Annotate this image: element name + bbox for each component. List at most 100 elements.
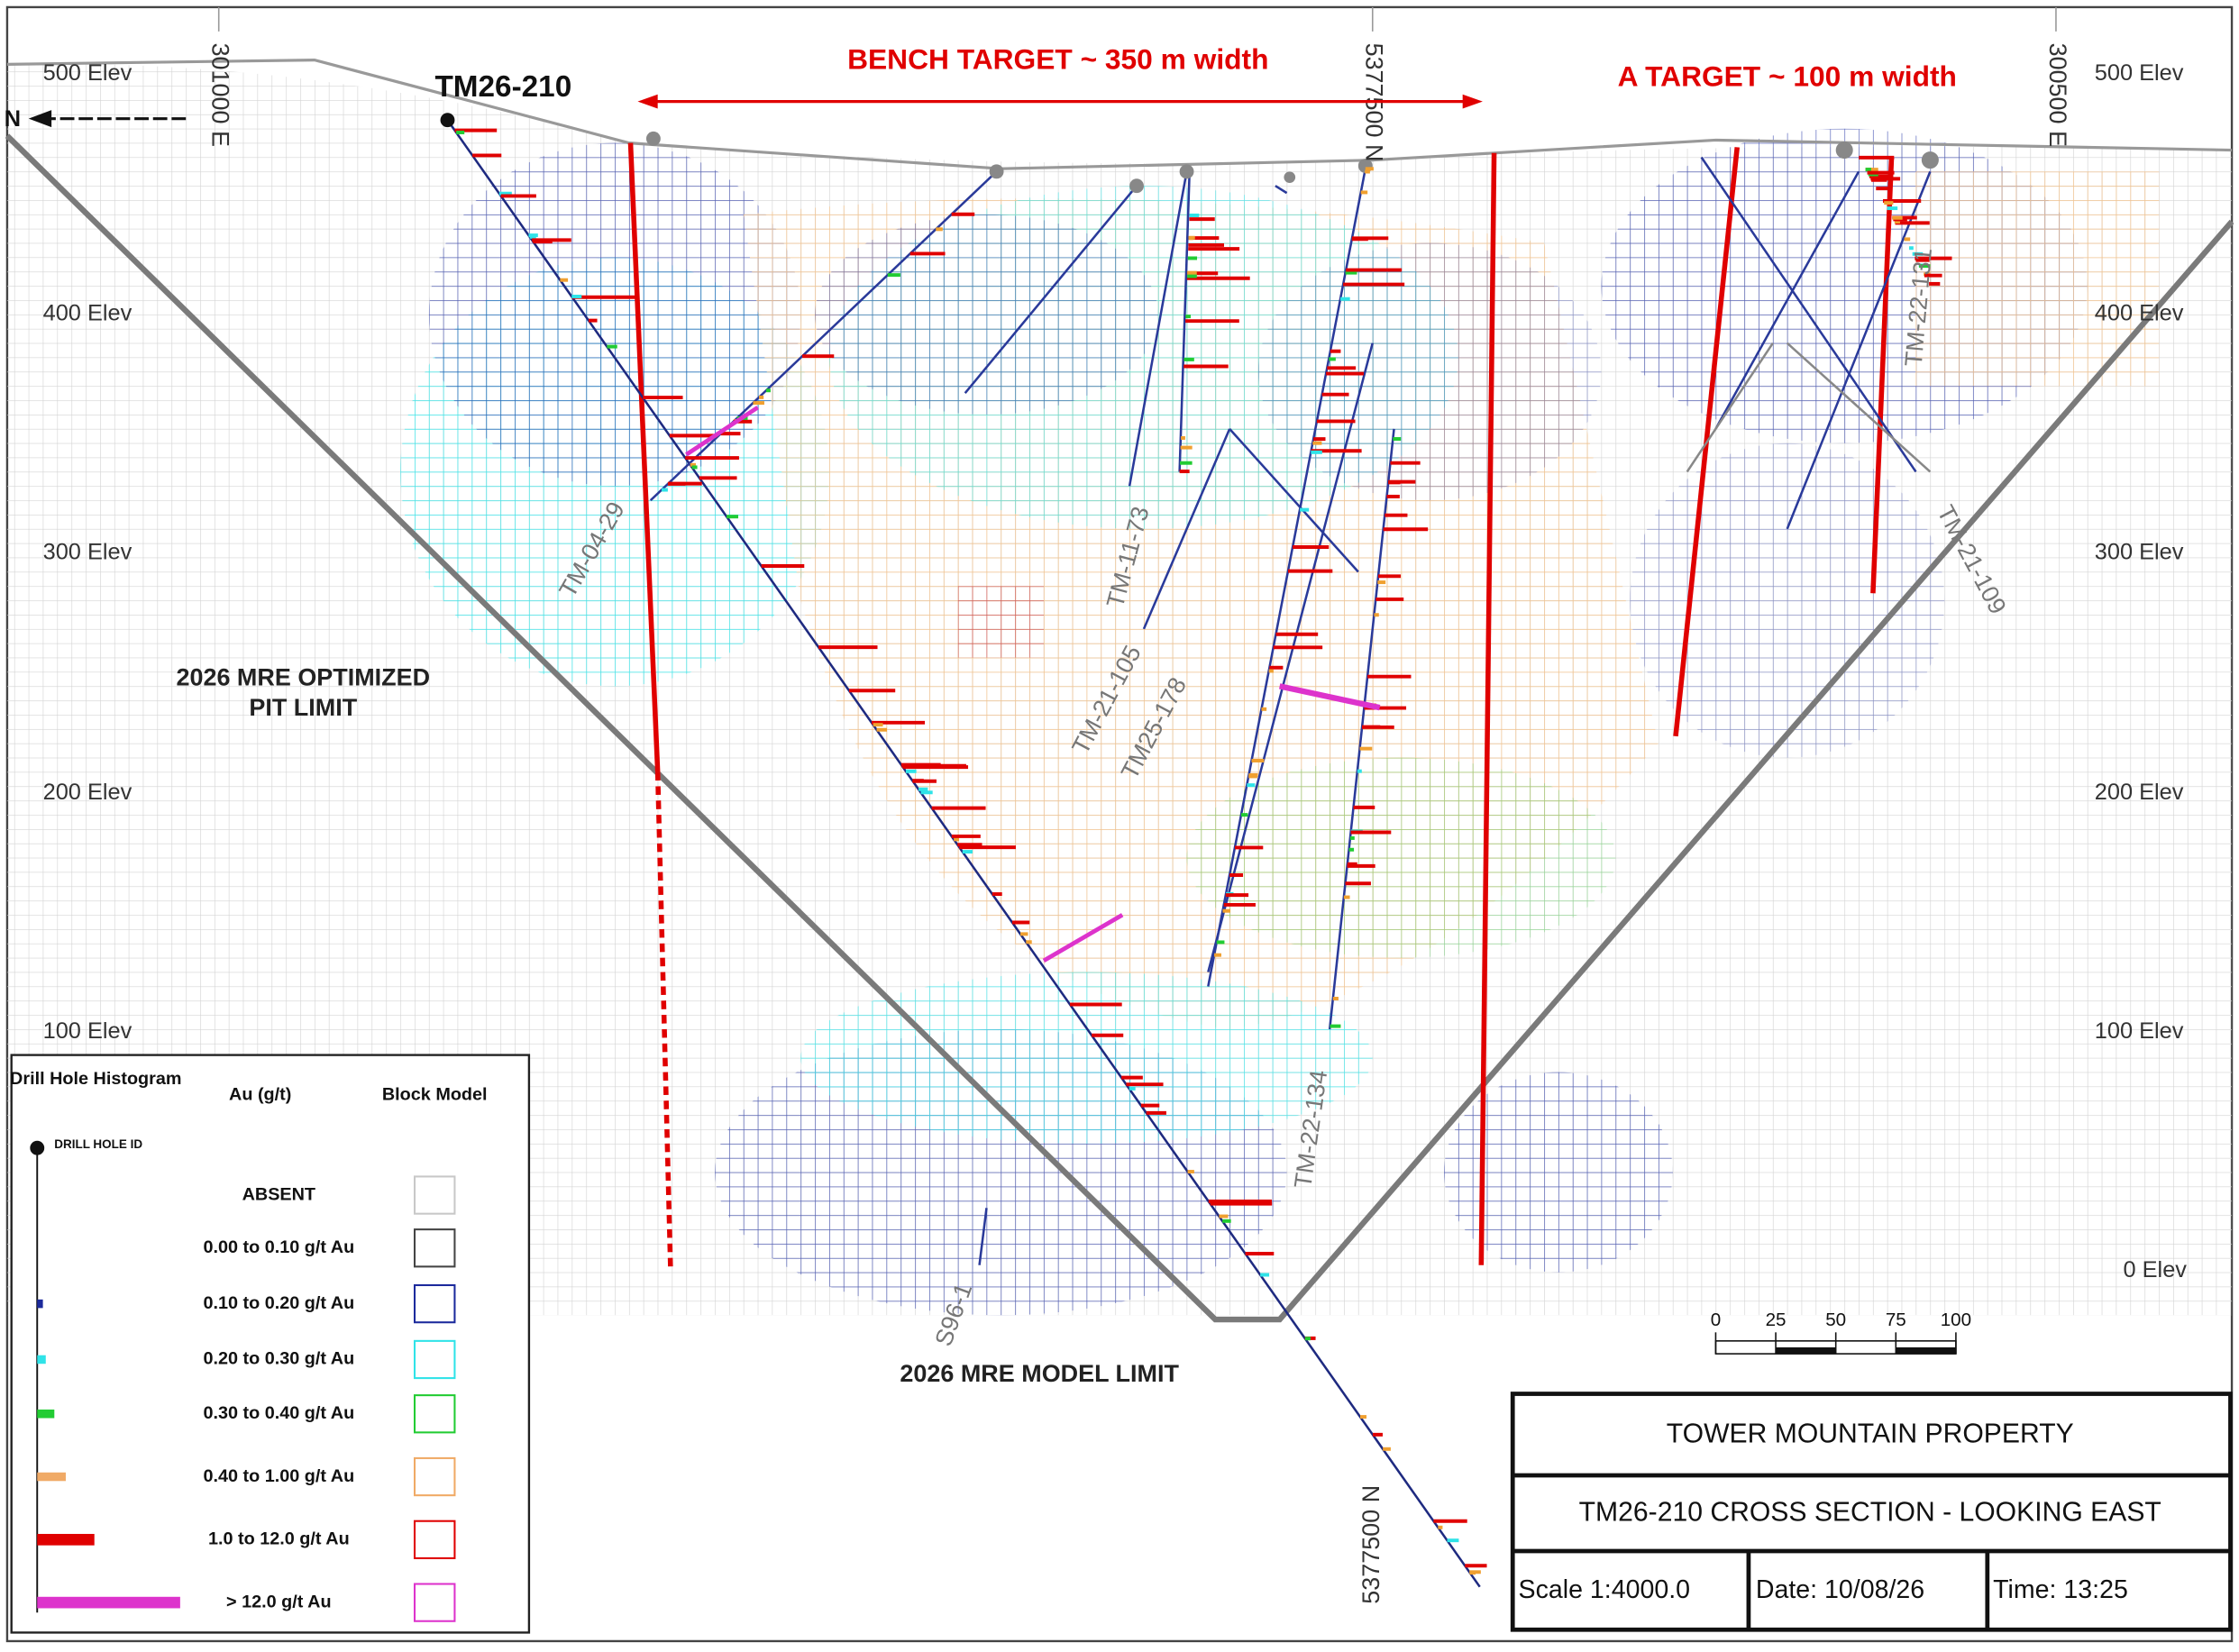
elevation-label: 0 Elev: [2124, 1257, 2188, 1282]
legend-swatch: [413, 1520, 456, 1559]
elevation-label: 100 Elev: [43, 1018, 133, 1044]
assay-bar: [1278, 683, 1381, 711]
drill-hole: [978, 1208, 988, 1265]
elevation-label: 400 Elev: [43, 301, 133, 326]
block-zone: [957, 586, 1044, 658]
drill-hole: [1786, 342, 1932, 473]
title-property: TOWER MOUNTAIN PROPERTY: [1667, 1419, 2074, 1448]
drill-hole: [1207, 342, 1374, 972]
scale-bar-label: 25: [1766, 1310, 1787, 1330]
drill-hole: [1178, 171, 1191, 472]
coordinate-label: 300500 E: [2044, 43, 2071, 147]
drill-hole: [1714, 170, 1860, 430]
elevation-label: 400 Elev: [2095, 301, 2184, 326]
elevation-label: 100 Elev: [2095, 1018, 2184, 1044]
drill-collar: [1284, 171, 1296, 184]
legend-label: 0.40 to 1.00 g/t Au: [203, 1466, 354, 1486]
drill-hole: [1142, 428, 1231, 630]
drill-hole: [1275, 185, 1288, 195]
title-time: Time: 13:25: [1993, 1575, 2128, 1604]
drill-hole: [1128, 171, 1188, 487]
legend-histogram-bar: [37, 1355, 46, 1364]
scale-bar-label: 50: [1825, 1310, 1846, 1330]
pit-limit-label: 2026 MRE OPTIMIZED: [176, 664, 430, 691]
scale-bar-label: 0: [1711, 1310, 1721, 1330]
scale-bar-label: 100: [1941, 1310, 1971, 1330]
drill-hole: [1207, 168, 1367, 987]
legend-label: 0.30 to 0.40 g/t Au: [203, 1403, 354, 1423]
drill-hole: [649, 170, 998, 502]
target-line: [627, 142, 661, 772]
drill-collar: [1921, 151, 1939, 169]
block-zone: [815, 214, 1158, 415]
legend-collar: [30, 1140, 45, 1155]
legend-collar-label: DRILL HOLE ID: [54, 1137, 142, 1151]
elevation-label: 300 Elev: [43, 540, 133, 565]
target-line: [1870, 157, 1895, 594]
legend-swatch: [413, 1394, 456, 1434]
drill-collar: [440, 113, 455, 128]
drill-hole: [1229, 428, 1359, 573]
block-zone: [1186, 757, 1616, 958]
pit-limit-label: PIT LIMIT: [249, 694, 357, 721]
block-zone: [800, 972, 1373, 1144]
elevation-label: 300 Elev: [2095, 540, 2184, 565]
featured-hole-label: TM26-210: [434, 70, 571, 104]
block-zone: [1444, 1072, 1673, 1273]
elevation-label: 200 Elev: [43, 780, 133, 805]
north-label: N: [5, 106, 21, 132]
drill-holes: [440, 113, 1952, 1588]
title-date: Date: 10/08/26: [1756, 1575, 1924, 1604]
block-zone: [428, 142, 801, 487]
target-title: A TARGET ~ 100 m width: [1618, 60, 1957, 93]
assay-bar: [685, 406, 760, 457]
elevation-label: 500 Elev: [43, 60, 133, 86]
legend-swatch: [413, 1175, 456, 1215]
scale-bar-segment: [1896, 1346, 1956, 1355]
legend-label: > 12.0 g/t Au: [226, 1592, 332, 1611]
drill-hole: [964, 185, 1138, 395]
elevation-label: 500 Elev: [2095, 60, 2184, 86]
legend-histogram-bar: [37, 1596, 180, 1609]
model-limit-label: 2026 MRE MODEL LIMIT: [900, 1360, 1179, 1387]
legend-label: 0.00 to 0.10 g/t Au: [203, 1237, 354, 1257]
legend-swatch: [413, 1283, 456, 1324]
drill-hole: [1686, 342, 1774, 473]
frame-ticks: [217, 6, 2057, 32]
drill-collar: [645, 131, 661, 146]
legend-header: Drill Hole Histogram: [10, 1069, 181, 1089]
legend-swatch: [413, 1456, 456, 1497]
drill-collar: [1179, 164, 1194, 179]
block-model: [6, 63, 2233, 1316]
legend-swatch: [413, 1228, 456, 1268]
legend-histogram-bar: [37, 1472, 66, 1482]
coordinate-label: 5377500 N: [1357, 1485, 1385, 1604]
drill-collar: [989, 164, 1004, 179]
scale-bar-segment: [1776, 1346, 1836, 1355]
scale-bar-label: 75: [1886, 1310, 1906, 1330]
title-scale: Scale 1:4000.0: [1519, 1575, 1690, 1604]
elevation-label: 200 Elev: [2095, 780, 2184, 805]
target-line: [1478, 152, 1497, 1265]
title-section: TM26-210 CROSS SECTION - LOOKING EAST: [1579, 1498, 2161, 1528]
legend-label: ABSENT: [242, 1184, 315, 1204]
title-block: [1510, 1392, 2233, 1632]
drill-hole: [1786, 170, 1932, 530]
legend-header: Au (g/t): [229, 1084, 291, 1104]
drill-hole: [1700, 156, 1917, 473]
legend-histogram-bar: [37, 1533, 95, 1546]
block-zone: [1915, 171, 2160, 387]
legend-label: 0.20 to 0.30 g/t Au: [203, 1349, 354, 1369]
target-title: BENCH TARGET ~ 350 m width: [847, 43, 1268, 76]
drill-collar: [1835, 141, 1853, 160]
north-arrow-head: [28, 110, 52, 128]
pit-limit-line: [5, 133, 2234, 1323]
block-zone: [1630, 443, 1945, 758]
legend-histogram-bar: [37, 1299, 43, 1309]
legend-label: 1.0 to 12.0 g/t Au: [208, 1529, 350, 1549]
coordinate-label: 301000 E: [207, 43, 234, 147]
block-zone: [1257, 242, 1602, 501]
